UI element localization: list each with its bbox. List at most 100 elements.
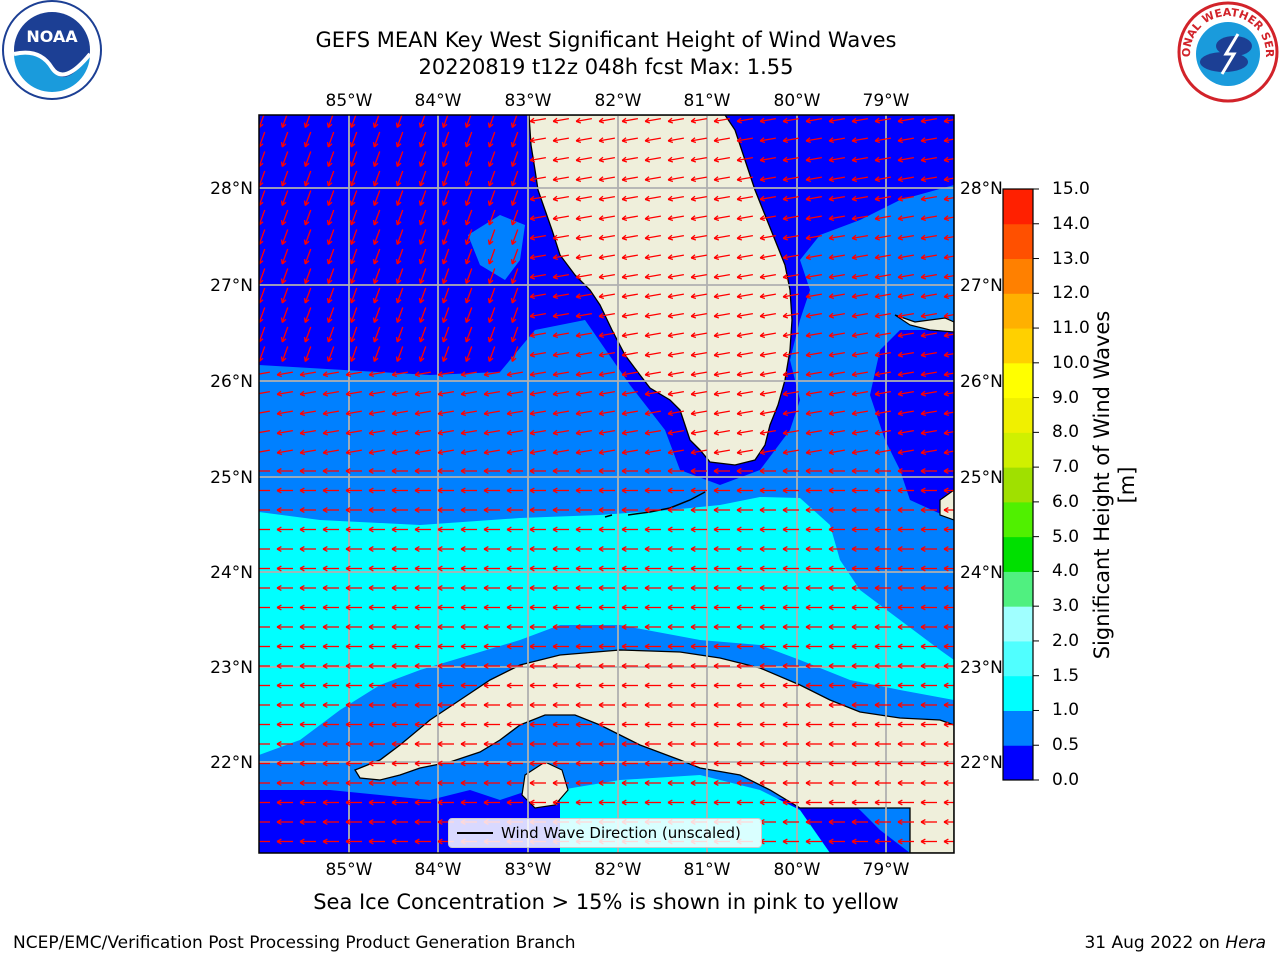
wind-wave-arrow-head [759, 567, 765, 572]
wind-wave-arrow-head [442, 279, 448, 285]
wind-wave-arrow-head [368, 371, 374, 376]
wind-wave-arrow-shaft [346, 449, 362, 454]
wind-wave-arrow-shaft [714, 156, 730, 162]
wind-wave-arrow-head [391, 509, 397, 513]
wind-wave-arrow-head [510, 278, 513, 284]
wind-wave-arrow-head [487, 122, 490, 128]
wind-wave-arrow-head [828, 682, 834, 687]
wind-wave-arrow-head [395, 317, 398, 323]
wind-wave-arrow-head [943, 528, 949, 533]
wind-wave-arrow-head [851, 704, 857, 708]
wind-wave-arrow-head [326, 122, 329, 128]
wind-wave-arrow-head [345, 548, 351, 552]
wind-wave-arrow-head [943, 293, 949, 298]
wind-wave-arrow-head [920, 762, 926, 767]
wind-wave-arrow-head [414, 840, 420, 845]
wind-wave-arrow-shaft [484, 390, 500, 396]
wind-wave-arrow-head [529, 509, 535, 513]
wind-wave-arrow-head [713, 743, 719, 747]
wind-wave-arrow-shaft [829, 176, 845, 181]
wind-wave-arrow-shaft [396, 268, 404, 284]
wind-wave-arrow-head [805, 507, 811, 511]
wind-wave-arrow-head [259, 357, 264, 363]
wind-wave-arrow-head [414, 410, 420, 415]
wind-wave-arrow-head [851, 548, 857, 552]
wind-wave-arrow-head [874, 684, 880, 689]
wind-wave-arrow-head [690, 546, 696, 550]
wind-wave-arrow-head [851, 643, 857, 648]
wind-wave-arrow-shaft [691, 429, 707, 435]
noaa-logo-text: NOAA [26, 27, 78, 46]
wind-wave-arrow-shaft [304, 131, 312, 148]
wind-wave-arrow-head [419, 240, 425, 246]
wind-wave-arrow-head [483, 643, 489, 648]
wind-wave-arrow-shaft [806, 351, 822, 357]
wind-wave-arrow-head [805, 702, 811, 706]
wind-wave-arrow-shaft [714, 215, 730, 220]
wind-wave-arrow-head [259, 453, 260, 455]
wind-wave-arrow-head [483, 413, 490, 417]
wind-wave-arrow-head [805, 374, 812, 378]
wind-wave-arrow-head [828, 548, 834, 552]
wind-wave-arrow-head [943, 663, 949, 667]
wind-wave-arrow-head [511, 182, 517, 187]
wind-wave-arrow-head [372, 180, 375, 187]
wind-wave-arrow-head [349, 141, 352, 148]
wind-wave-arrow-head [759, 760, 765, 765]
wind-wave-arrow-head [575, 799, 581, 804]
wind-wave-arrow-shaft [829, 312, 845, 318]
wind-wave-arrow-head [529, 782, 535, 786]
wind-wave-arrow-head [598, 176, 604, 181]
wind-wave-arrow-head [552, 721, 558, 726]
wind-wave-arrow-shaft [346, 371, 362, 376]
wind-wave-arrow-shaft [760, 254, 776, 259]
wind-wave-arrow-shaft [852, 410, 868, 415]
wind-wave-arrow-head [414, 509, 420, 513]
wind-wave-arrow-head [874, 762, 880, 767]
wind-wave-arrow-head [281, 143, 287, 148]
wind-wave-arrow-head [851, 176, 857, 181]
wind-wave-arrow-head [575, 351, 581, 356]
wind-wave-arrow-shaft [346, 410, 362, 415]
wind-wave-arrow-head [713, 704, 719, 708]
wind-wave-arrow-head [575, 179, 582, 183]
wind-wave-arrow-head [713, 198, 720, 202]
wind-wave-arrow-head [254, 530, 258, 532]
wind-wave-arrow-head [395, 297, 398, 304]
wind-wave-arrow-shaft [350, 131, 358, 148]
wind-wave-arrow-head [667, 723, 673, 728]
wind-wave-arrow-head [322, 821, 328, 825]
colorbar-tick-label: 15.0 [1052, 179, 1090, 199]
wind-wave-arrow-shaft [645, 429, 661, 435]
wind-wave-arrow-head [759, 626, 765, 630]
wind-wave-arrow-head [874, 156, 880, 161]
wind-wave-arrow-head [759, 507, 765, 511]
wind-wave-arrow-head [345, 565, 351, 570]
wind-wave-arrow-head [437, 840, 443, 845]
wind-wave-arrow-head [322, 780, 328, 784]
wind-wave-arrow-head [414, 526, 420, 531]
wind-wave-arrow-head [621, 782, 627, 786]
wind-wave-arrow-head [465, 260, 471, 265]
wind-wave-arrow-head [621, 195, 627, 200]
wind-wave-arrow-head [552, 156, 558, 161]
wind-wave-arrow-head [828, 782, 834, 786]
wind-wave-arrow-head [280, 161, 283, 167]
wind-wave-arrow-head [828, 393, 835, 397]
wind-wave-arrow-head [460, 663, 466, 667]
wind-wave-arrow-head [437, 606, 443, 611]
wind-wave-arrow-head [506, 682, 512, 687]
wind-wave-arrow-head [254, 803, 258, 805]
wind-wave-arrow-head [690, 159, 697, 163]
wind-wave-arrow-head [782, 332, 788, 337]
wind-wave-arrow-shaft [553, 117, 569, 123]
wind-wave-arrow-head [552, 315, 559, 319]
wind-wave-arrow-shaft [415, 390, 431, 396]
wind-wave-arrow-shaft [783, 429, 799, 435]
wind-wave-arrow-head [713, 528, 719, 533]
wind-wave-arrow-shaft [668, 137, 684, 142]
wind-wave-arrow-head [920, 470, 926, 474]
wind-wave-arrow-head [575, 587, 581, 591]
wind-wave-arrow-shaft [921, 449, 937, 454]
wind-wave-arrow-head [736, 723, 742, 728]
